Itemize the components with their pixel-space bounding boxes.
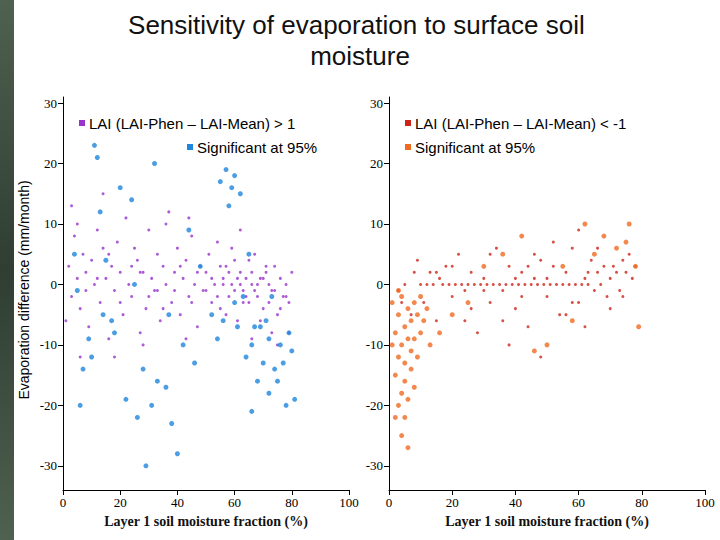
svg-text:20: 20 — [114, 495, 127, 510]
svg-text:LAI (LAI-Phen – LAI-Mean) > 1: LAI (LAI-Phen – LAI-Mean) > 1 — [89, 115, 295, 132]
svg-text:80: 80 — [285, 495, 298, 510]
svg-text:30: 30 — [44, 96, 57, 111]
svg-text:-30: -30 — [366, 458, 383, 473]
svg-text:0: 0 — [51, 277, 58, 292]
svg-text:100: 100 — [695, 495, 715, 510]
svg-text:Sensitivity of evaporation to: Sensitivity of evaporation to surface so… — [128, 10, 592, 40]
svg-text:30: 30 — [370, 96, 383, 111]
svg-text:-10: -10 — [40, 337, 57, 352]
svg-text:10: 10 — [44, 216, 57, 231]
svg-text:Evaporation difference (mm/mon: Evaporation difference (mm/month) — [16, 180, 32, 399]
svg-text:40: 40 — [509, 495, 522, 510]
svg-text:40: 40 — [171, 495, 184, 510]
svg-text:Layer 1 soil moisture fraction: Layer 1 soil moisture fraction (%) — [445, 514, 649, 530]
svg-text:Significant at 95%: Significant at 95% — [415, 139, 535, 156]
svg-text:-20: -20 — [366, 398, 383, 413]
svg-text:-30: -30 — [40, 458, 57, 473]
svg-text:80: 80 — [635, 495, 648, 510]
svg-text:100: 100 — [339, 495, 359, 510]
svg-text:-10: -10 — [366, 337, 383, 352]
svg-text:Significant at 95%: Significant at 95% — [197, 139, 317, 156]
svg-text:0: 0 — [60, 495, 67, 510]
svg-text:10: 10 — [370, 216, 383, 231]
svg-text:0: 0 — [386, 495, 393, 510]
svg-text:60: 60 — [572, 495, 585, 510]
svg-text:LAI (LAI-Phen – LAI-Mean) < -1: LAI (LAI-Phen – LAI-Mean) < -1 — [415, 115, 626, 132]
svg-text:20: 20 — [44, 156, 57, 171]
svg-text:60: 60 — [228, 495, 241, 510]
svg-text:0: 0 — [377, 277, 384, 292]
svg-text:20: 20 — [446, 495, 459, 510]
svg-text:-20: -20 — [40, 398, 57, 413]
svg-text:20: 20 — [370, 156, 383, 171]
svg-text:Layer 1 soil moisture fraction: Layer 1 soil moisture fraction (%) — [104, 514, 308, 530]
svg-text:moisture: moisture — [310, 41, 410, 71]
